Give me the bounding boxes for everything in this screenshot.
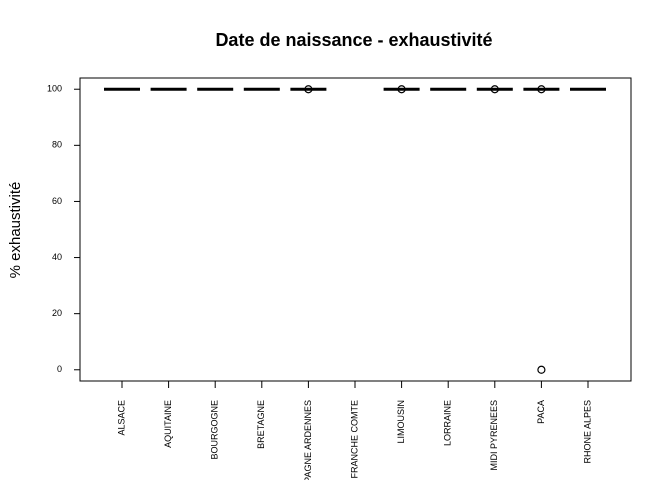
x-tick-label: RHONE ALPES (582, 400, 592, 464)
x-tick-label: LORRAINE (443, 400, 453, 446)
x-tick-label: BOURGOGNE (210, 400, 220, 460)
x-tick-label: FRANCHE COMTE (349, 400, 359, 479)
x-tick-label: MIDI PYRENEES (489, 400, 499, 471)
x-tick-label: ALSACE (116, 400, 126, 436)
y-tick-label: 40 (52, 252, 62, 262)
x-tick-label: AQUITAINE (163, 400, 173, 448)
x-tick-label: PACA (536, 400, 546, 424)
outlier (397, 85, 406, 94)
plot-frame (79, 77, 632, 382)
y-tick-label: 80 (52, 140, 62, 150)
outlier (304, 85, 313, 94)
x-tick-label: BRETAGNE (256, 400, 266, 449)
x-tick-label: CHAMPAGNE ARDENNES (303, 400, 313, 480)
chart-title: Date de naissance - exhaustivité (215, 30, 492, 50)
outlier (490, 85, 499, 94)
x-tick-label: LIMOUSIN (396, 400, 406, 444)
y-tick-label: 20 (52, 308, 62, 318)
y-axis-label: % exhaustivité (7, 182, 24, 279)
outlier (537, 365, 546, 374)
y-tick-label: 100 (47, 84, 62, 94)
y-tick-label: 0 (57, 364, 62, 374)
outlier (537, 85, 546, 94)
y-tick-label: 60 (52, 196, 62, 206)
